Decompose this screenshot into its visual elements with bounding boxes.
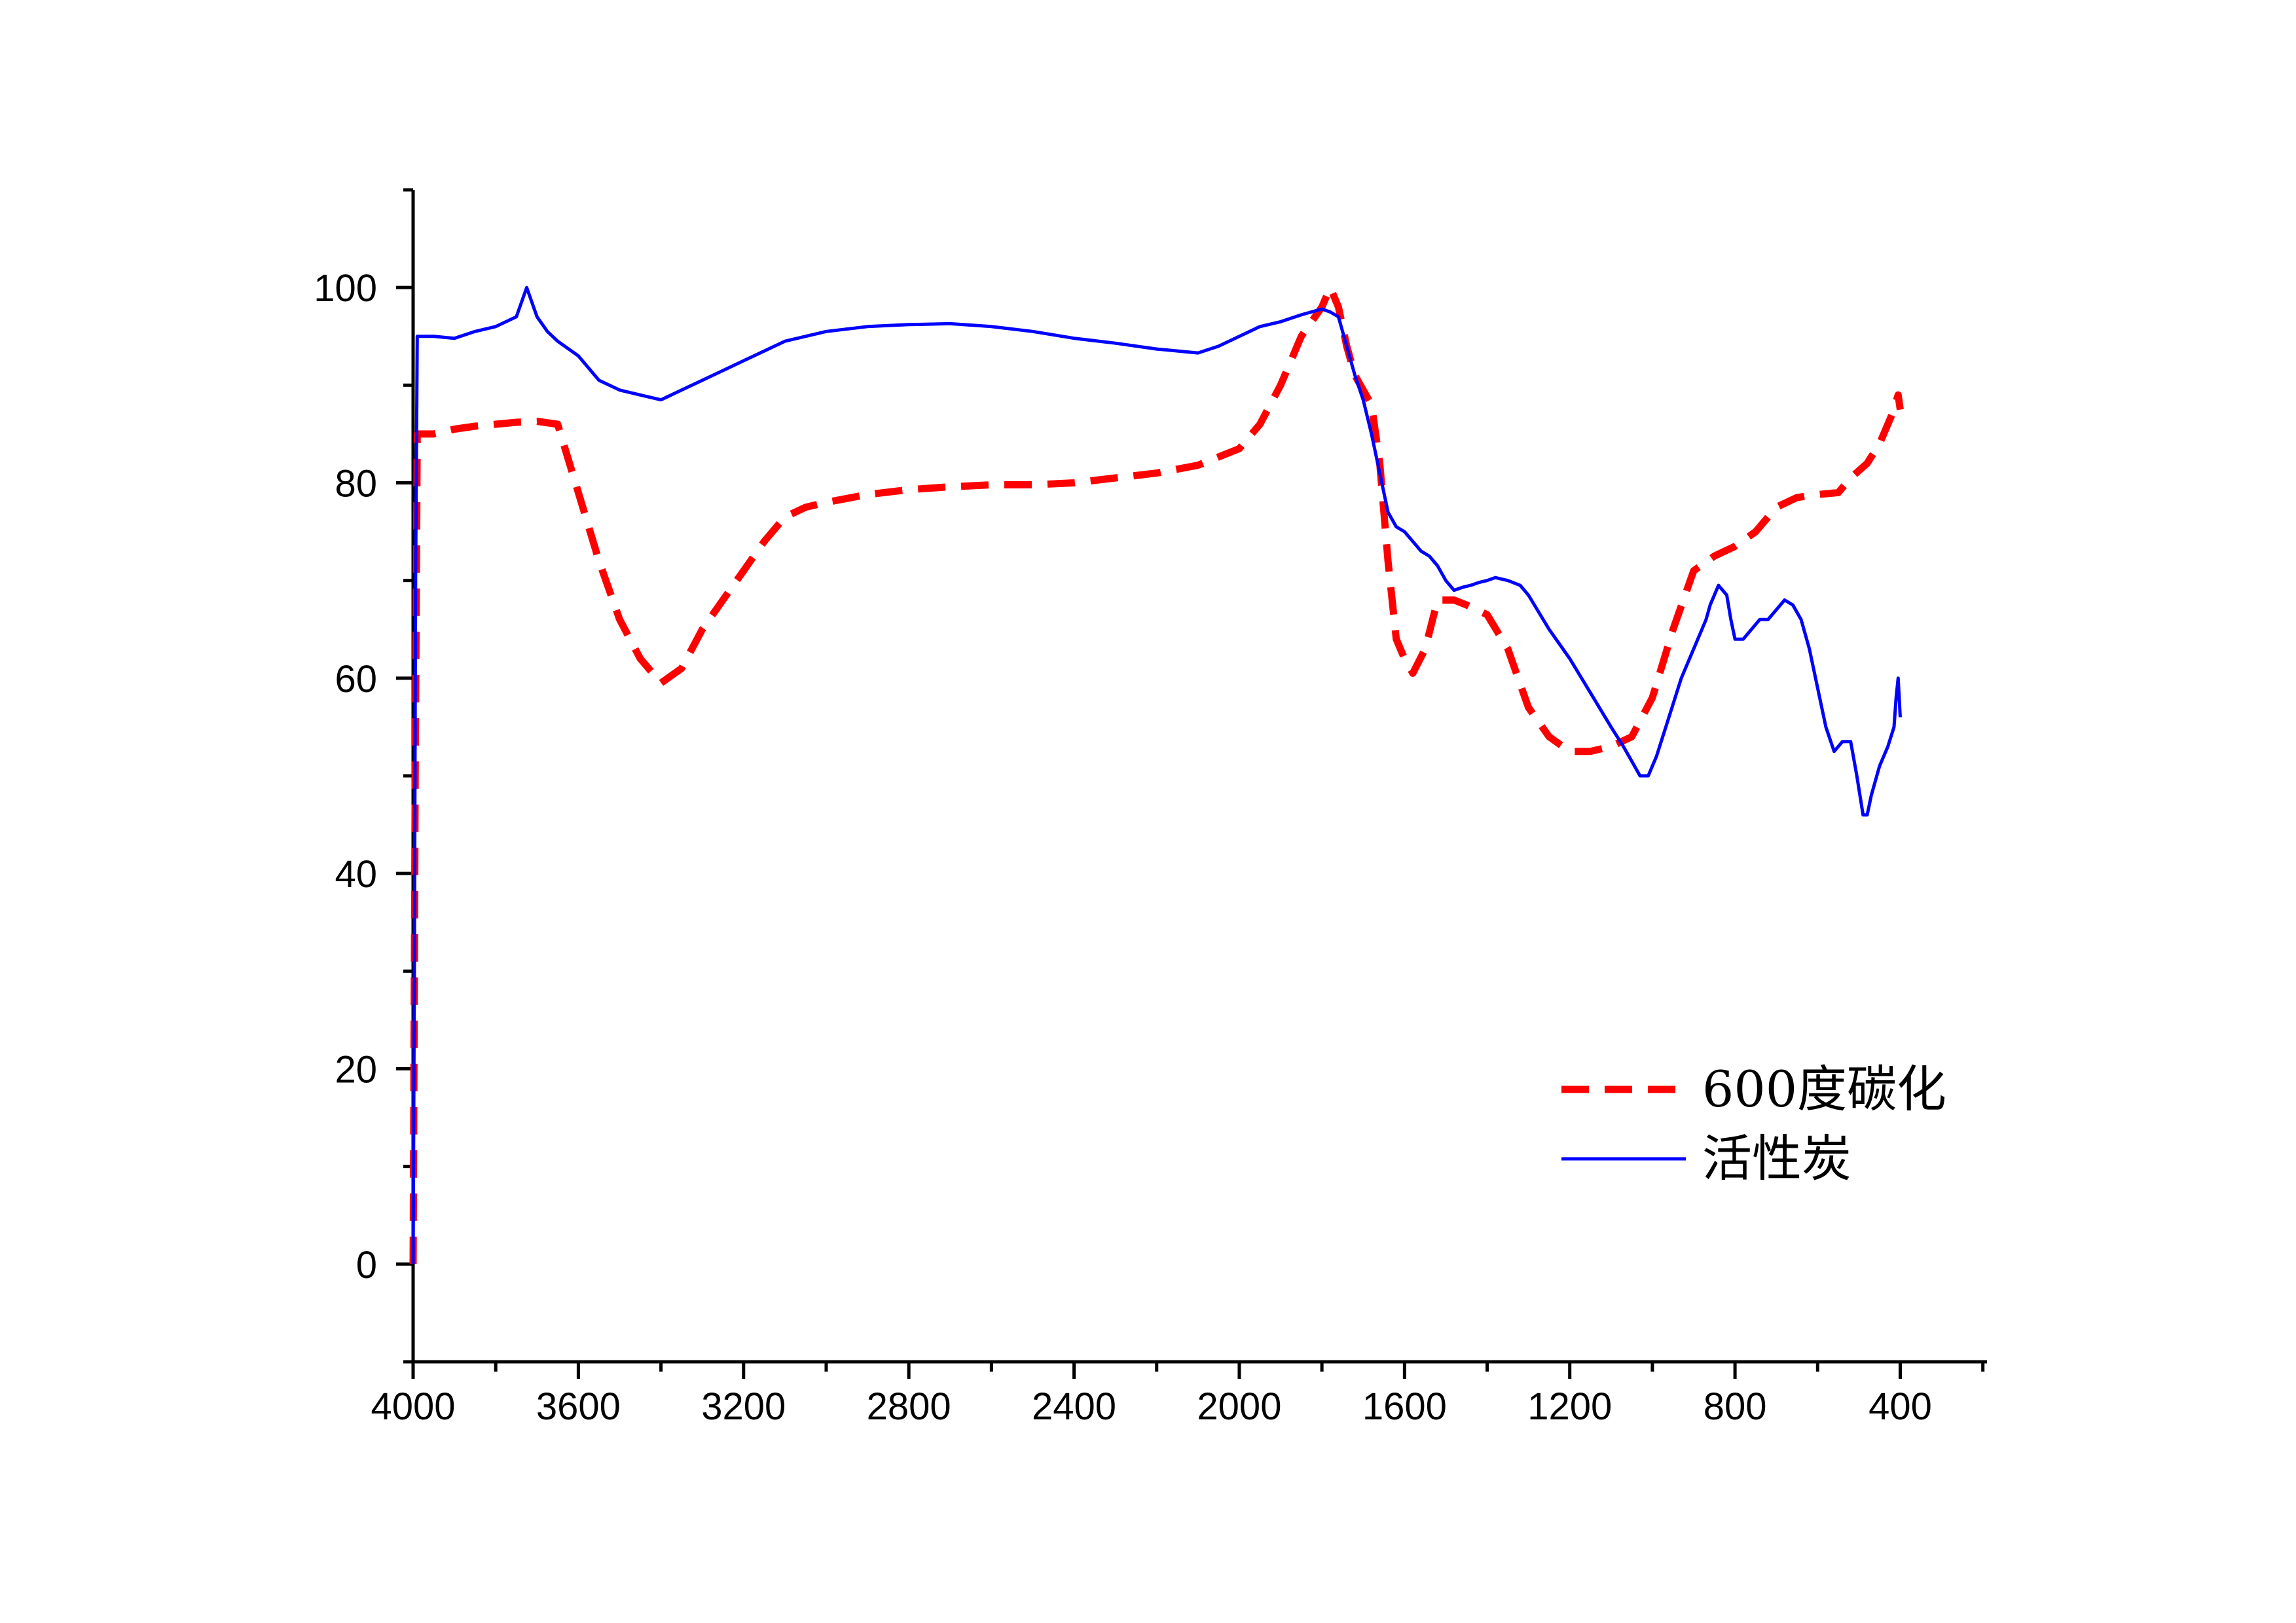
- y-tick-label: 80: [335, 463, 377, 505]
- x-tick-label: 1600: [1362, 1385, 1447, 1428]
- y-ticks: [396, 188, 413, 1364]
- x-tick-label: 2400: [1032, 1385, 1116, 1428]
- y-tick-label: 60: [335, 658, 377, 701]
- y-tick-label: 100: [314, 267, 377, 310]
- y-tick-label: 0: [356, 1244, 377, 1286]
- x-tick-label: 4000: [371, 1385, 455, 1428]
- y-tick-labels: 0 20 40 60 80 100: [314, 267, 377, 1286]
- plot-area: [409, 283, 1904, 1264]
- x-tick-label: 2800: [867, 1385, 951, 1428]
- y-tick-label: 40: [335, 853, 377, 896]
- x-tick-labels: 4000 3600 3200 2800 2400 2000 1600 1200 800 400: [371, 1385, 1931, 1428]
- legend-label-series-1: 600度碳化: [1702, 1060, 1946, 1118]
- x-tick-label: 400: [1868, 1385, 1932, 1428]
- x-tick-label: 3600: [536, 1385, 621, 1428]
- y-tick-label: 20: [335, 1049, 377, 1091]
- series-line-activated-carbon: [411, 285, 1902, 1264]
- x-ticks: [411, 1362, 1985, 1379]
- x-tick-label: 800: [1704, 1385, 1767, 1428]
- legend-label-series-2: 活性炭: [1702, 1129, 1851, 1188]
- legend: 600度碳化 活性炭: [1561, 1060, 1946, 1188]
- series-line-600-carbonized: [409, 283, 1904, 1264]
- x-tick-label: 1200: [1527, 1385, 1612, 1428]
- x-tick-label: 3200: [701, 1385, 786, 1428]
- x-tick-label: 2000: [1197, 1385, 1281, 1428]
